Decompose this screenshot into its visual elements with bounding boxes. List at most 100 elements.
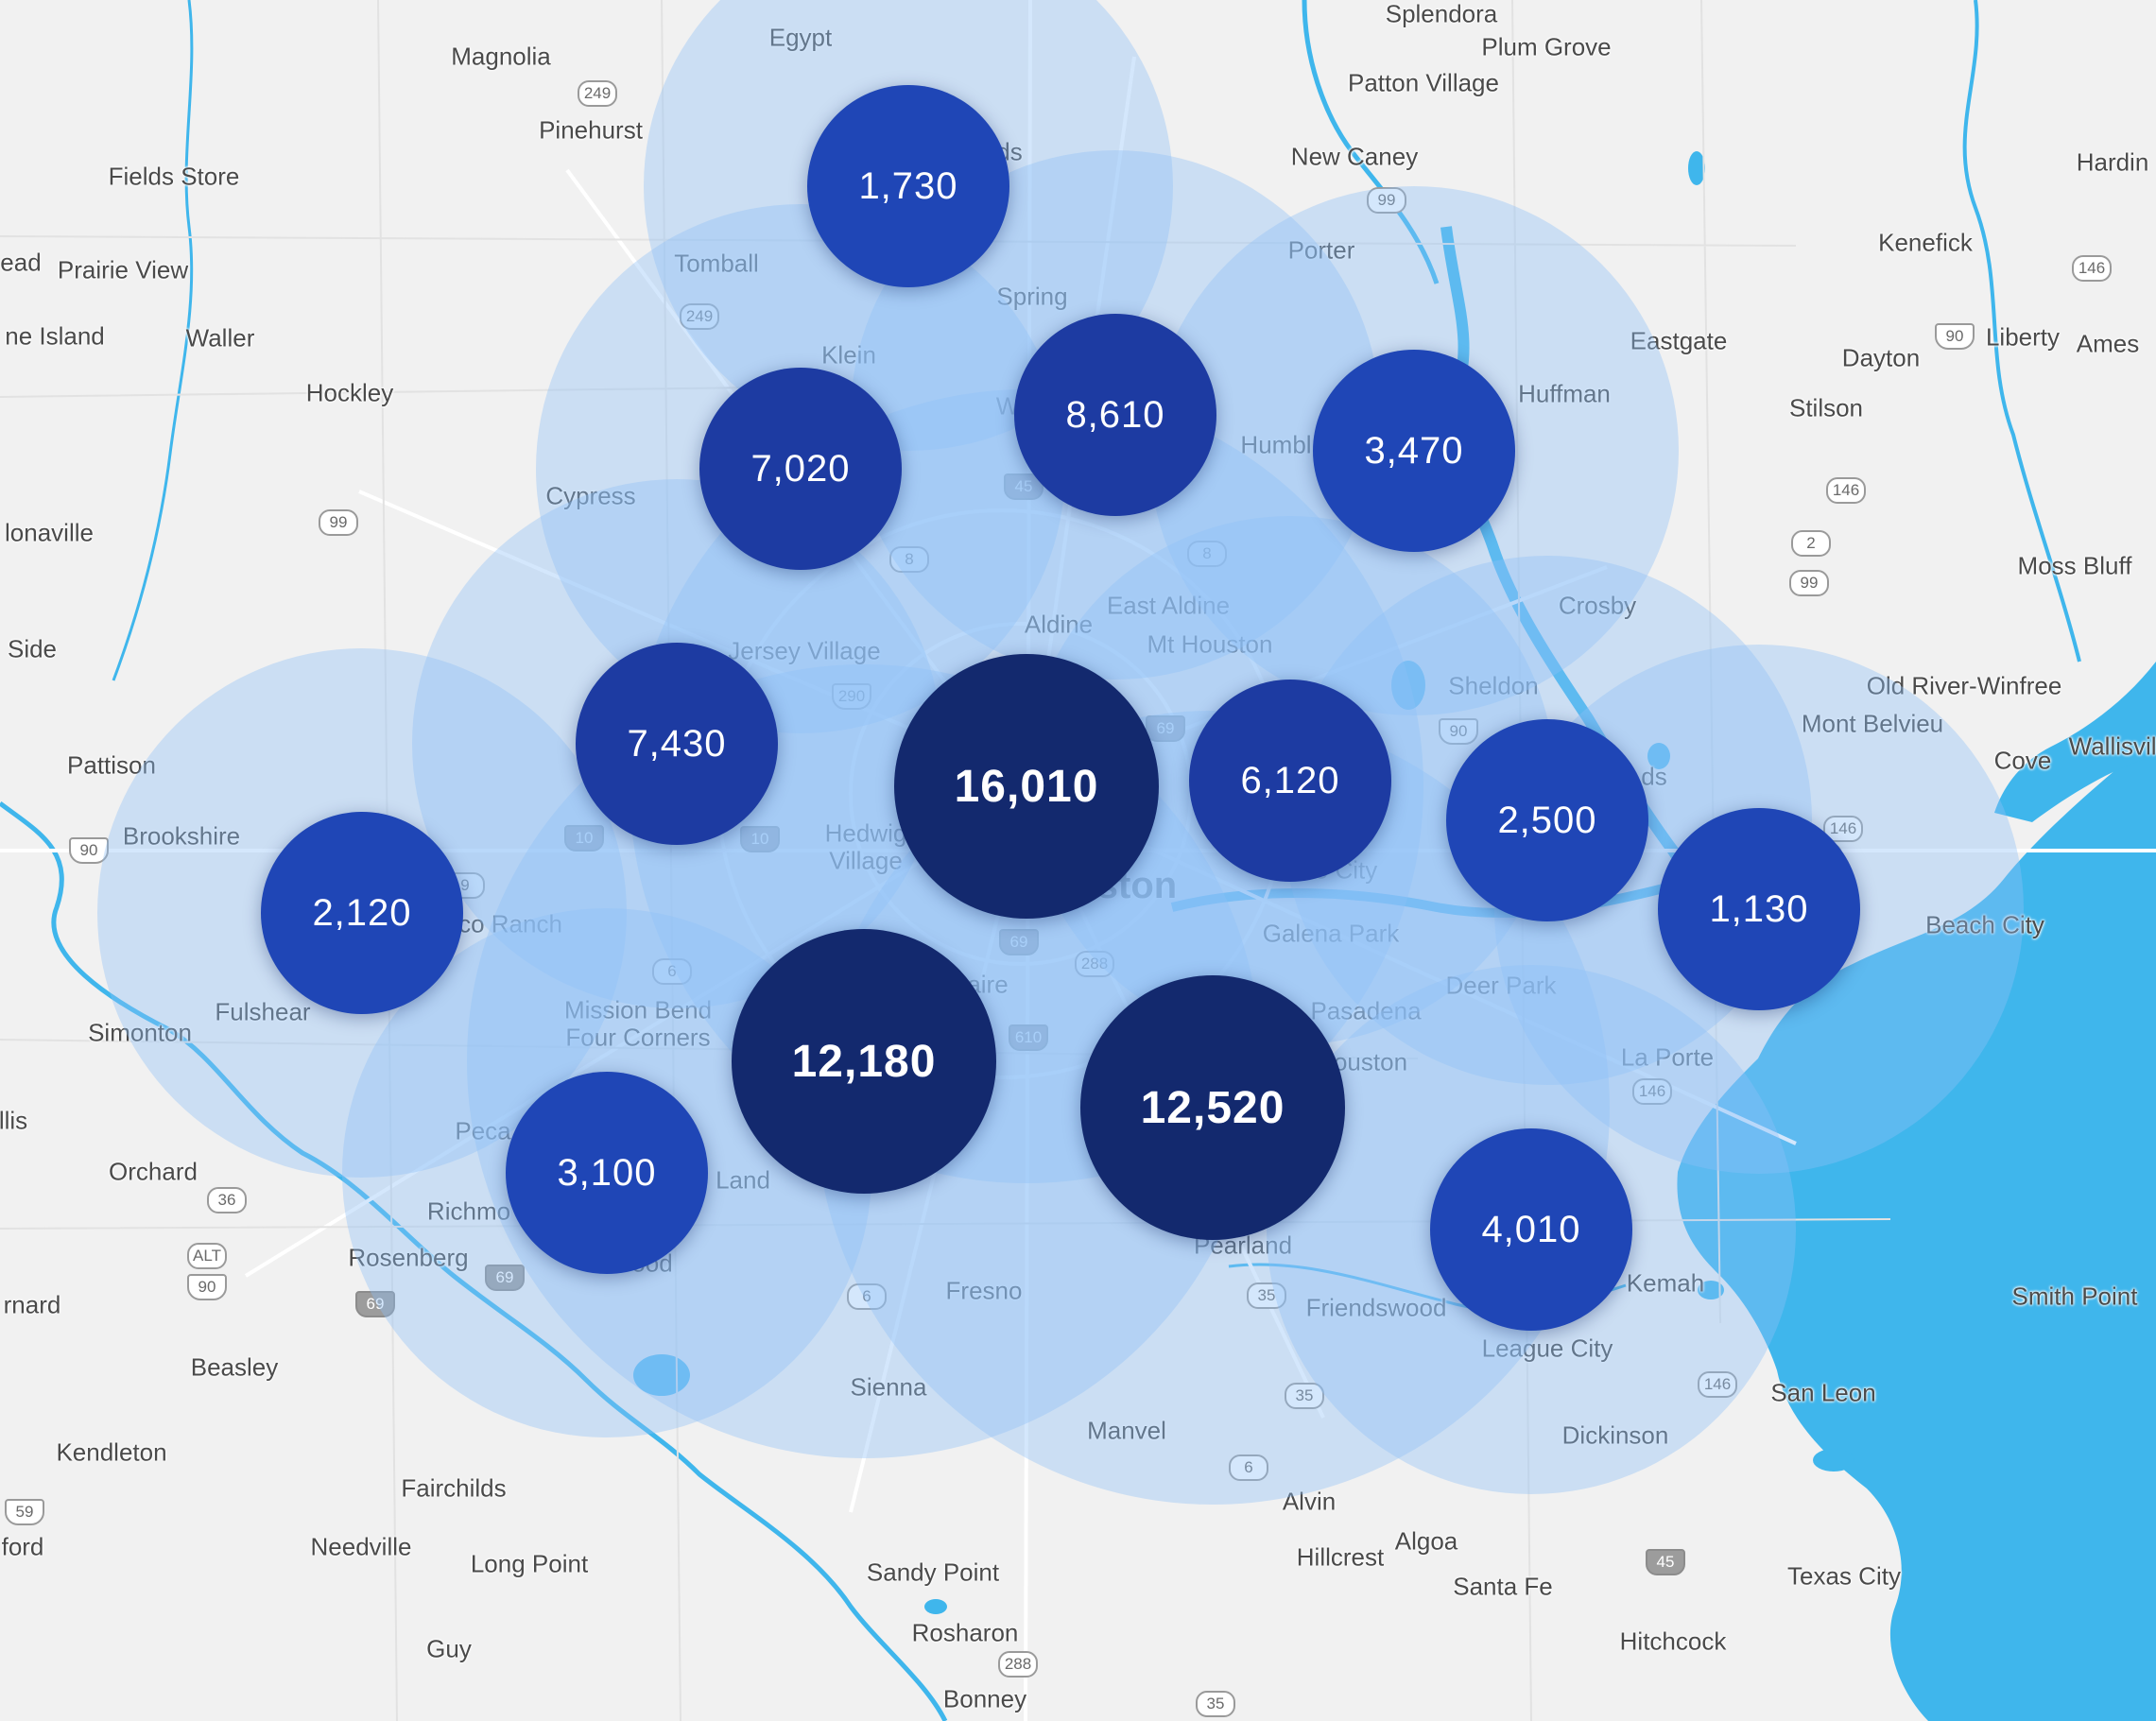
cluster-count-label: 1,130 [1709, 887, 1809, 930]
highway-shield: 99 [319, 509, 358, 536]
highway-shield: 249 [578, 80, 617, 107]
highway-shield: 35 [1285, 1383, 1324, 1409]
place-label: Sheldon [1448, 671, 1539, 700]
cluster-marker[interactable]: 3,470 [1313, 350, 1515, 552]
place-label: East Aldine [1106, 591, 1231, 620]
place-label: Side [7, 634, 58, 663]
place-label: ds [1641, 762, 1667, 791]
place-label: Rosenberg [348, 1243, 469, 1272]
cluster-marker[interactable]: 12,180 [732, 929, 996, 1194]
cluster-marker[interactable]: 12,520 [1080, 975, 1345, 1240]
place-label: Eastgate [1630, 326, 1728, 355]
highway-shield: 90 [1935, 323, 1975, 350]
cluster-count-label: 3,100 [557, 1151, 657, 1194]
highway-shield: 90 [69, 837, 109, 864]
lake [1698, 1281, 1724, 1299]
cluster-count-label: 6,120 [1240, 759, 1340, 801]
place-label: lonaville [5, 518, 94, 547]
cluster-count-label: 2,120 [312, 891, 412, 934]
highway-shield: 8 [889, 546, 929, 573]
place-label: Tomball [674, 249, 759, 278]
cluster-marker[interactable]: 16,010 [894, 654, 1159, 919]
highway-shield: 146 [1698, 1371, 1737, 1398]
cluster-marker[interactable]: 3,100 [506, 1072, 708, 1274]
place-label: Beach City [1925, 910, 2044, 939]
place-label: Deer Park [1445, 971, 1557, 1000]
highway-shield: 290 [832, 683, 871, 710]
place-label: co Ranch [458, 909, 562, 938]
place-label: Orchard [109, 1157, 198, 1186]
place-label: Splendora [1385, 0, 1498, 28]
place-label: Crosby [1558, 591, 1637, 620]
place-label: Aldine [1024, 610, 1094, 639]
place-label: rnard [3, 1290, 61, 1319]
place-label: Smith Point [2011, 1282, 2138, 1311]
place-label: Mont Belvieu [1801, 709, 1944, 738]
place-label: Sandy Point [866, 1558, 1000, 1587]
highway-shield: 35 [1196, 1691, 1235, 1717]
place-label: Simonton [88, 1018, 192, 1047]
place-label: Fresno [945, 1276, 1023, 1305]
place-label: ford [1, 1532, 44, 1561]
place-label: Stilson [1788, 393, 1864, 422]
highway-shield: 146 [2072, 255, 2112, 282]
place-label: League City [1481, 1334, 1613, 1363]
brazos-river [0, 800, 948, 1721]
place-label: Porter [1287, 235, 1355, 265]
cluster-count-label: 12,520 [1140, 1082, 1285, 1133]
highway-shield: 2 [1791, 530, 1831, 557]
highway-shield: 59 [5, 1499, 44, 1525]
place-label: Galena Park [1262, 919, 1400, 948]
place-label: Pasadena [1310, 996, 1422, 1025]
place-label: Pinehurst [539, 115, 643, 145]
cluster-marker[interactable]: 6,120 [1189, 680, 1391, 882]
place-label: ead [0, 248, 42, 277]
cluster-marker[interactable]: 7,430 [576, 643, 778, 845]
cluster-count-label: 1,730 [858, 164, 958, 207]
place-label: Rosharon [911, 1618, 1019, 1647]
highway-shield: 6 [847, 1283, 887, 1310]
highway-shield: 10 [740, 826, 780, 852]
place-label: Long Point [470, 1549, 589, 1578]
cluster-marker[interactable]: 2,500 [1446, 719, 1648, 921]
cluster-marker[interactable]: 2,120 [261, 812, 463, 1014]
place-label: Guy [426, 1634, 472, 1663]
highway-shield: 69 [1146, 715, 1185, 742]
place-label: Jersey Village [728, 636, 881, 665]
cluster-marker[interactable]: 4,010 [1430, 1128, 1632, 1331]
highway-shield: 99 [1367, 187, 1406, 214]
place-label: Liberty [1985, 322, 2061, 352]
cluster-marker[interactable]: 7,020 [699, 368, 902, 570]
highway-shield: 90 [187, 1274, 227, 1300]
trinity-bay-arm [1994, 662, 2156, 822]
place-label: Spring [996, 282, 1068, 311]
place-label: Patton Village [1348, 68, 1499, 97]
place-label: Land [716, 1165, 770, 1195]
highway-shield: 146 [1632, 1078, 1672, 1105]
cluster-count-label: 3,470 [1364, 429, 1464, 472]
place-label: llis [0, 1106, 28, 1135]
place-label: Richmo [426, 1196, 511, 1226]
place-label: Prairie View [57, 255, 189, 284]
trinity-river [1962, 0, 2081, 663]
highway-shield: 6 [1229, 1454, 1268, 1481]
place-label: New Caney [1290, 142, 1419, 171]
highway-shield: 288 [1075, 951, 1114, 977]
place-label: Kendleton [56, 1437, 167, 1467]
highway-shield: 288 [998, 1651, 1038, 1678]
highway-shield: 90 [1439, 718, 1478, 745]
cluster-count-label: 16,010 [954, 761, 1099, 812]
lake [1391, 661, 1425, 710]
cluster-marker[interactable]: 1,130 [1658, 808, 1860, 1010]
place-label: Brookshire [122, 821, 241, 851]
highway-shield: ALT [187, 1243, 227, 1269]
cluster-marker[interactable]: 8,610 [1014, 314, 1216, 516]
cluster-marker[interactable]: 1,730 [807, 85, 1009, 287]
highway-shield: 69 [355, 1291, 395, 1317]
place-label: Pattison [67, 750, 156, 780]
place-label: Santa Fe [1453, 1572, 1553, 1601]
place-label: Dayton [1841, 343, 1921, 372]
cluster-count-label: 12,180 [791, 1036, 937, 1087]
place-label: Bonney [942, 1684, 1027, 1713]
